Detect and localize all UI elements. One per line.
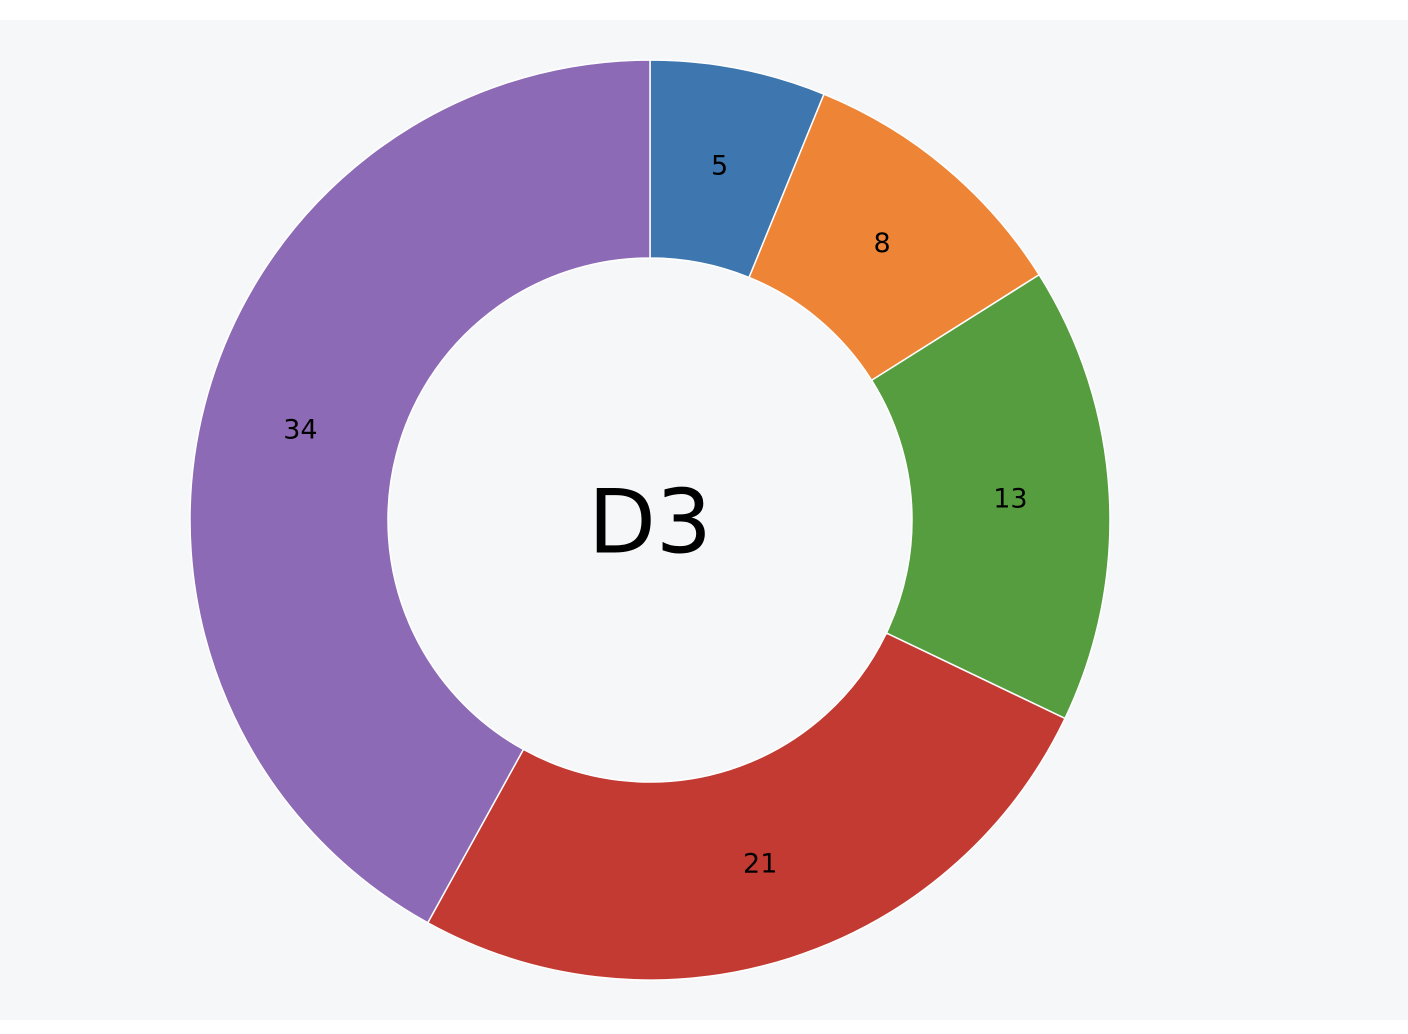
center-label: D3: [588, 471, 712, 574]
slice-label-5: 5: [711, 150, 728, 181]
slice-label-21: 21: [743, 848, 777, 879]
donut-slice-21: [426, 632, 1067, 981]
slice-label-34: 34: [283, 414, 317, 445]
donut-slice-13: [870, 273, 1111, 720]
chart-panel: 5 8 13 21 34 D3: [0, 20, 1408, 1020]
donut-slice-34: [189, 59, 651, 924]
slices-group: [189, 59, 1111, 981]
donut-chart: 5 8 13 21 34 D3: [189, 59, 1111, 981]
slice-label-13: 13: [993, 484, 1027, 515]
labels-group: 5 8 13 21 34: [283, 150, 1027, 879]
slice-label-8: 8: [873, 228, 890, 259]
